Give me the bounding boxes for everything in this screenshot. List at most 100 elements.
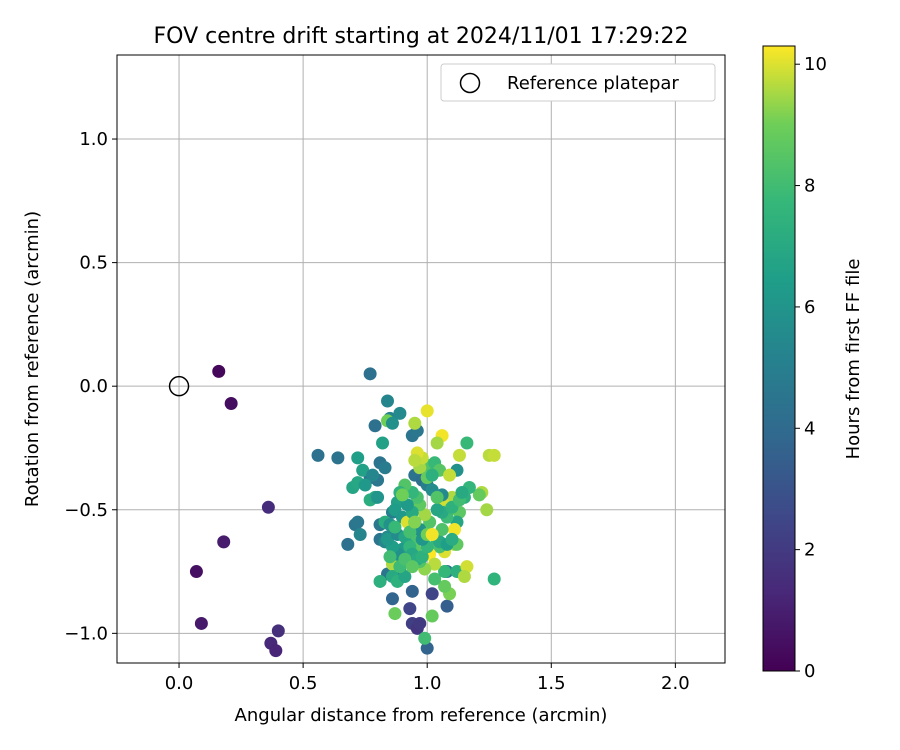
data-point (403, 525, 417, 539)
y-tick-label: 0.0 (79, 376, 108, 397)
data-point (356, 463, 370, 477)
data-point (460, 436, 474, 450)
data-point (380, 532, 394, 546)
data-point (472, 488, 486, 502)
data-point (438, 579, 452, 593)
data-point (398, 569, 412, 583)
data-point (430, 503, 444, 517)
data-point (428, 557, 442, 571)
data-point (418, 631, 432, 645)
legend-box (440, 63, 716, 102)
y-tick-label: 1.0 (79, 129, 108, 150)
data-point (440, 599, 454, 613)
y-tick-label: −0.5 (64, 500, 108, 521)
data-point (448, 523, 462, 537)
data-point (425, 609, 439, 623)
colorbar-tick-label: 8 (804, 176, 815, 197)
data-point (388, 520, 402, 534)
data-point (311, 448, 325, 462)
data-point (383, 550, 397, 564)
data-point (425, 527, 439, 541)
legend-reference-icon (459, 72, 481, 94)
colorbar-label: Hours from first FF file (843, 259, 864, 460)
data-point (457, 569, 471, 583)
data-point (430, 436, 444, 450)
colorbar-tick-label: 6 (804, 297, 815, 318)
y-axis-label: Rotation from reference (arcmin) (22, 211, 43, 507)
data-point (366, 468, 380, 482)
data-point (269, 644, 283, 658)
x-tick-label: 1.0 (413, 673, 442, 694)
data-point (420, 641, 434, 655)
data-point (351, 451, 365, 465)
data-point (400, 498, 414, 512)
data-point (217, 535, 231, 549)
colorbar-tick-label: 0 (804, 661, 815, 682)
data-point (189, 565, 203, 579)
x-tick-label: 0.0 (165, 673, 194, 694)
data-point (363, 367, 377, 381)
data-point (368, 419, 382, 433)
chart-title: FOV centre drift starting at 2024/11/01 … (154, 24, 689, 49)
data-point (480, 503, 494, 517)
data-point (393, 406, 407, 420)
reference-marker (168, 375, 190, 397)
data-point (455, 485, 469, 499)
x-tick-label: 1.5 (537, 673, 566, 694)
colorbar-tick-label: 2 (804, 540, 815, 561)
data-point (425, 587, 439, 601)
data-point (376, 436, 390, 450)
data-point (425, 468, 439, 482)
reference-point-marker (168, 375, 190, 397)
data-point (428, 572, 442, 586)
legend-reference-label: Reference platepar (507, 73, 679, 94)
data-point (331, 451, 345, 465)
colorbar-tick-label: 4 (804, 418, 815, 439)
data-point (460, 560, 474, 574)
data-point (395, 488, 409, 502)
data-point (445, 532, 459, 546)
y-tick-label: 0.5 (79, 253, 108, 274)
data-point (405, 560, 419, 574)
data-point (487, 448, 501, 462)
legend: Reference platepar (440, 63, 716, 102)
data-point (358, 478, 372, 492)
colorbar-ticks: 0 2 4 6 8 10 (795, 54, 827, 682)
data-point (403, 602, 417, 616)
data-point (420, 404, 434, 418)
data-point (373, 574, 387, 588)
data-point (194, 616, 208, 630)
plot-frame (116, 54, 726, 664)
data-point (408, 453, 422, 467)
data-point (212, 364, 226, 378)
data-point (430, 490, 444, 504)
data-point (385, 416, 399, 430)
data-points (189, 364, 501, 658)
data-point (408, 416, 422, 430)
data-point (271, 624, 285, 638)
data-point (378, 461, 392, 475)
data-point (438, 565, 452, 579)
data-point (380, 394, 394, 408)
x-tick-label: 2.0 (661, 673, 690, 694)
data-point (415, 550, 429, 564)
data-point (405, 584, 419, 598)
data-point (341, 537, 355, 551)
data-point (388, 607, 402, 621)
data-point (351, 515, 365, 529)
data-point (443, 468, 457, 482)
colorbar-tick-label: 10 (804, 54, 827, 75)
data-point (224, 396, 238, 410)
y-tick-label: −1.0 (64, 623, 108, 644)
data-point (385, 592, 399, 606)
x-axis-label: Angular distance from reference (arcmin) (235, 705, 608, 726)
y-axis-ticks: −1.0 −0.5 0.0 0.5 1.0 (64, 129, 117, 644)
x-tick-label: 0.5 (289, 673, 318, 694)
x-axis-ticks: 0.0 0.5 1.0 1.5 2.0 (165, 663, 690, 694)
data-point (418, 508, 432, 522)
data-point (452, 448, 466, 462)
colorbar-gradient (762, 45, 796, 672)
data-point (413, 616, 427, 630)
